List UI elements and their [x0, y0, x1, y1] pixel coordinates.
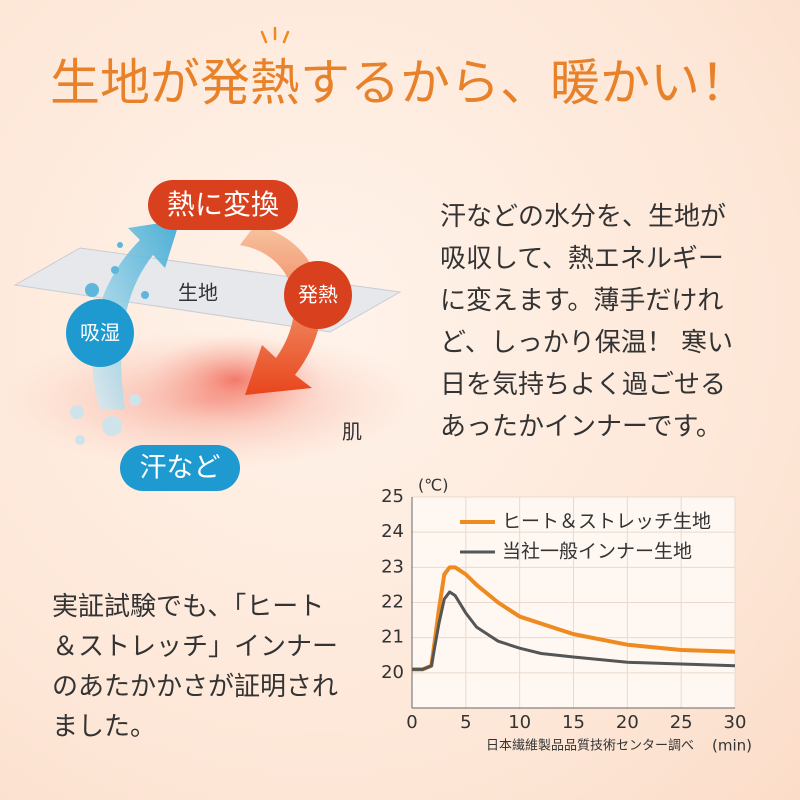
source: 日本繊維製品品質技術センター調べ: [486, 738, 694, 754]
legend-label: 当社一般インナー生地: [502, 541, 692, 563]
note-line: のあたかかさが証明され: [52, 672, 338, 702]
y-tick-label: 21: [381, 627, 404, 648]
note-line: ＆ストレッチ」インナー: [52, 632, 338, 662]
sweat-badge: [120, 445, 240, 491]
x-tick-label: 30: [724, 712, 747, 733]
description-line: 吸収して、熱エネルギー: [440, 244, 724, 274]
y-tick-label: 22: [381, 592, 404, 613]
x-tick-label: 15: [562, 712, 585, 733]
y-tick-label: 25: [381, 486, 404, 507]
y-unit: (℃): [418, 476, 448, 495]
convert-label: 熱に変換: [167, 188, 279, 221]
absorb-label: 吸湿: [80, 321, 120, 345]
description: 汗などの水分を、生地が吸収して、熱エネルギーに変えます。薄手だけれど、しっかり保…: [440, 202, 733, 442]
fabric-label: 生地: [178, 281, 218, 305]
description-line: あったかインナーです。: [440, 412, 722, 442]
description-line: ど、しっかり保温！ 寒い: [440, 328, 733, 358]
convert-badge: [148, 180, 298, 230]
note-line: 実証試験でも、「ヒート: [52, 592, 324, 622]
sweat-label: 汗など: [140, 453, 221, 484]
series-line: [412, 590, 736, 671]
description-line: 汗などの水分を、生地が: [440, 202, 726, 232]
title: 生地が発熱するから、暖かい！: [50, 54, 750, 112]
x-tick-label: 20: [616, 712, 639, 733]
heat-badge: [284, 261, 352, 329]
absorb-badge: [66, 299, 134, 367]
x-tick-label: 25: [670, 712, 693, 733]
y-tick-label: 20: [381, 662, 404, 683]
droplets: [70, 242, 149, 445]
heat-label: 発熱: [298, 283, 338, 307]
x-unit: (min): [712, 737, 752, 755]
diagram: 熱に変換 発熱 吸湿 汗など 生地 肌: [0, 180, 420, 491]
y-tick-label: 24: [381, 521, 404, 542]
description-line: に変えます。薄手だけれ: [440, 286, 723, 316]
x-tick-label: 10: [508, 712, 531, 733]
legend-label: ヒート＆ストレッチ生地: [502, 511, 711, 533]
description-line: 日を気持ちよく過ごせる: [440, 370, 726, 400]
note-line: ました。: [52, 712, 156, 742]
x-tick-label: 0: [406, 712, 417, 733]
chart: 20 21 22 23 24 25 0 5 10 15 20 25 30 (℃) (min) 日本繊維製品品質…: [381, 476, 752, 755]
sparkle: [260, 26, 290, 44]
y-tick-label: 23: [381, 556, 404, 577]
x-tick-label: 5: [460, 712, 471, 733]
skin-label: 肌: [342, 420, 362, 444]
